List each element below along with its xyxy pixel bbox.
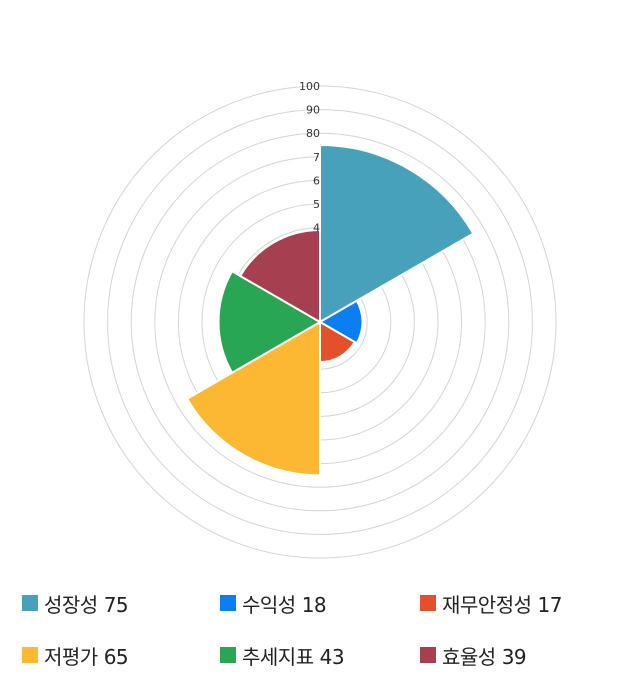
slice-trend-indicator [217,269,322,375]
legend-swatch-financial-stability [420,595,436,611]
tick-label-100: 100 [299,80,320,93]
tick-label-50: 5 [313,198,320,211]
legend-swatch-profitability [220,595,236,611]
legend-item-trend-indicator: 추세지표 43 [220,640,345,670]
polar-area-chart: 4 5 6 7 80 90 100 [83,80,557,559]
slice-profitability [317,299,364,345]
tick-label-40: 4 [313,222,320,235]
legend-item-profitability: 수익성 18 [220,588,327,618]
legend-swatch-undervaluation [22,647,38,663]
legend-item-growth: 성장성 75 [22,588,129,618]
legend-label-profitability: 수익성 18 [242,592,327,617]
slice-undervaluation [185,320,321,477]
legend-swatch-trend-indicator [220,647,236,663]
slice-efficiency [238,228,321,324]
legend-item-financial-stability: 재무안정성 17 [420,588,562,618]
tick-label-60: 6 [313,174,320,187]
legend-label-growth: 성장성 75 [44,592,129,617]
legend-label-efficiency: 효율성 39 [442,644,527,669]
legend-swatch-growth [22,595,38,611]
chart-slices [185,143,475,477]
legend-label-trend-indicator: 추세지표 43 [242,644,345,669]
tick-label-80: 80 [306,127,320,140]
tick-label-90: 90 [306,104,320,117]
tick-label-70: 7 [313,151,320,164]
legend-label-undervaluation: 저평가 65 [44,644,129,669]
radial-tick-labels: 4 5 6 7 80 90 100 [299,80,320,235]
legend-item-efficiency: 효율성 39 [420,640,527,670]
grid-ring-100 [83,85,557,559]
grid-ring-80 [130,132,510,512]
legend-item-undervaluation: 저평가 65 [22,640,129,670]
legend: 성장성 75 수익성 18 재무안정성 17 저평가 65 추세지표 43 효율성 39 [0,580,640,700]
grid-ring-90 [107,109,533,535]
slice-growth [319,143,475,324]
legend-swatch-efficiency [420,647,436,663]
legend-label-financial-stability: 재무안정성 17 [442,592,562,617]
